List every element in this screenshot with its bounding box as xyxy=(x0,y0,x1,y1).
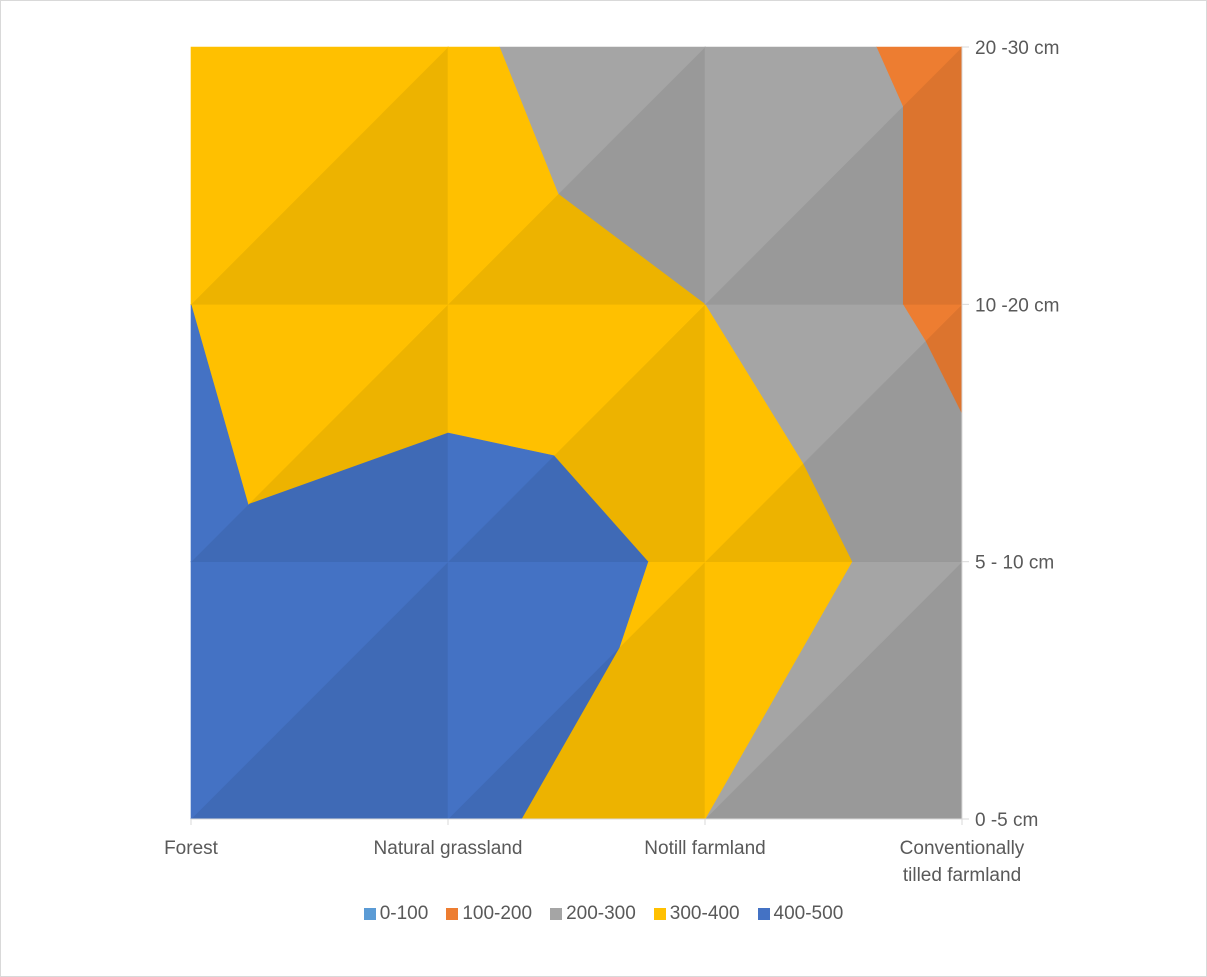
legend: 0-100 100-200 200-300 300-400 400-500 xyxy=(0,903,1207,925)
legend-item: 400-500 xyxy=(757,903,844,925)
legend-label: 400-500 xyxy=(773,903,844,924)
legend-swatch xyxy=(653,908,666,920)
legend-label: 0-100 xyxy=(379,903,429,924)
x-tick-label: Forest xyxy=(164,838,219,859)
legend-item: 200-300 xyxy=(550,903,636,925)
x-tick-label: Notill farmland xyxy=(644,838,765,859)
legend-item: 300-400 xyxy=(653,903,740,925)
depth-tick-label: 20 -30 cm xyxy=(975,38,1059,59)
legend-label: 200-300 xyxy=(566,903,636,924)
legend-label: 300-400 xyxy=(669,903,740,924)
x-tick-label: Natural grassland xyxy=(374,838,523,859)
depth-tick-label: 5 - 10 cm xyxy=(975,553,1054,574)
x-tick-label: Conventionally tilled farmland xyxy=(900,838,1025,886)
depth-tick-label: 10 -20 cm xyxy=(975,295,1059,316)
contour-region-200-300 xyxy=(704,46,904,306)
legend-swatch xyxy=(446,908,459,920)
legend-item: 100-200 xyxy=(446,903,532,925)
legend-swatch xyxy=(757,908,770,920)
legend-label: 100-200 xyxy=(462,903,533,924)
legend-item: 0-100 xyxy=(363,903,429,925)
contour-region-300-400 xyxy=(447,46,559,306)
x-axis-labels: Forest Natural grassland Notill farmland Co… xyxy=(164,838,1025,886)
legend-swatch xyxy=(550,908,563,920)
depth-axis-labels: 0 -5 cm 5 - 10 cm 10 -20 cm 20 -30 cm xyxy=(975,38,1059,831)
contour-region-300-400 xyxy=(704,303,804,563)
plot-area xyxy=(190,46,963,821)
axes xyxy=(190,46,969,825)
contour-region-400-500 xyxy=(447,432,555,563)
depth-tick-label: 0 -5 cm xyxy=(975,810,1038,831)
contour-region-300-400 xyxy=(190,46,449,306)
legend-swatch xyxy=(363,908,376,920)
contour-region-400-500 xyxy=(190,304,249,563)
